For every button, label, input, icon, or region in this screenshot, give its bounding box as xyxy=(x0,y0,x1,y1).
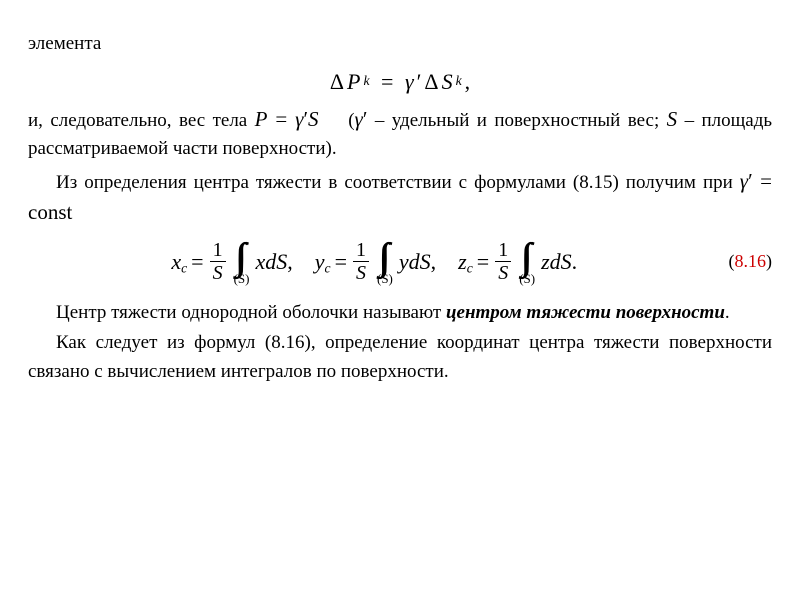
inline-math-S: S xyxy=(667,107,678,131)
equation-delta-p: ΔPk = γ′ΔSk, xyxy=(28,65,772,98)
dS: S xyxy=(276,249,287,274)
sub-c: c xyxy=(467,260,473,275)
period: . xyxy=(572,249,578,274)
integrand-x: x xyxy=(255,249,265,274)
fraction-1-over-S: 1 S xyxy=(495,240,511,283)
eq-zc: zc = 1 S ∫∫ (S) zdS. xyxy=(458,239,577,285)
var-gamma: γ xyxy=(405,65,414,98)
para-2: и, следовательно, вес тела P = γ′S (γ′ –… xyxy=(28,104,772,164)
text: – удельный и поверхностный вес; xyxy=(375,110,667,131)
var-gamma: γ xyxy=(355,107,363,131)
equation-number-8-16: (8.16) xyxy=(729,248,773,275)
prime: ′ xyxy=(417,65,422,98)
page: элемента ΔPk = γ′ΔSk, и, следовательно, … xyxy=(0,0,800,418)
equals: = xyxy=(267,107,295,131)
var-P: P xyxy=(255,107,268,131)
integral-domain: (S) xyxy=(377,273,393,285)
numerator: 1 xyxy=(211,240,225,261)
comma: , xyxy=(287,249,293,274)
sub-c: c xyxy=(181,260,187,275)
var-S: S xyxy=(308,107,319,131)
var-y: y xyxy=(315,249,325,274)
text: . xyxy=(725,302,730,323)
sub-k-2: k xyxy=(456,71,462,91)
dS: S xyxy=(561,249,572,274)
double-integral: ∫∫ (S) xyxy=(377,239,393,285)
equals: = xyxy=(753,169,772,193)
equals: = xyxy=(191,245,203,278)
d: d xyxy=(409,249,420,274)
equation-8-16: xc = 1 S ∫∫ (S) xdS, yc = xyxy=(28,239,772,285)
eq-xc: xc = 1 S ∫∫ (S) xdS, xyxy=(171,239,292,285)
para-5: Как следует из формул (8.16), определени… xyxy=(28,329,772,386)
inline-math-gamma-prime: γ′ xyxy=(355,107,368,131)
d: d xyxy=(550,249,561,274)
integrand-z: z xyxy=(541,249,550,274)
dS: S xyxy=(420,249,431,274)
integral-glyph: ∫∫ xyxy=(235,239,248,275)
sub-k: k xyxy=(363,71,369,91)
var-P: P xyxy=(347,65,360,98)
prime: ′ xyxy=(363,107,368,131)
d: d xyxy=(265,249,276,274)
para-3: Из определения центра тяжести в соответс… xyxy=(28,166,772,229)
double-integral: ∫∫ (S) xyxy=(519,239,535,285)
equals: = xyxy=(477,245,489,278)
integral-glyph: ∫∫ xyxy=(521,239,534,275)
const: const xyxy=(28,200,72,224)
denominator: S xyxy=(353,261,369,283)
equals: = xyxy=(335,245,347,278)
text: Центр тяжести однородной оболочки называ… xyxy=(56,302,446,323)
inline-math-P-eq-gammaS: P = γ′S xyxy=(255,107,319,131)
var-z: z xyxy=(458,249,467,274)
fraction-1-over-S: 1 S xyxy=(210,240,226,283)
delta-symbol: Δ xyxy=(330,65,344,98)
equation-number-red: 8.16 xyxy=(735,251,767,271)
var-x: x xyxy=(171,249,181,274)
denominator: S xyxy=(495,261,511,283)
delta-symbol-2: Δ xyxy=(424,65,438,98)
para-1: элемента xyxy=(28,30,772,59)
paren-close: ) xyxy=(766,251,772,271)
text: Из определения центра тяжести в соответс… xyxy=(56,172,740,193)
text: и, следовательно, вес тела xyxy=(28,110,255,131)
eq-yc: yc = 1 S ∫∫ (S) ydS, xyxy=(315,239,436,285)
numerator: 1 xyxy=(496,240,510,261)
integral-glyph: ∫∫ xyxy=(379,239,392,275)
para-4: Центр тяжести однородной оболочки называ… xyxy=(28,299,772,328)
numerator: 1 xyxy=(354,240,368,261)
comma: , xyxy=(465,65,471,98)
integrand-y: y xyxy=(399,249,409,274)
integral-domain: (S) xyxy=(234,273,250,285)
comma: , xyxy=(431,249,437,274)
denominator: S xyxy=(210,261,226,283)
var-gamma: γ xyxy=(740,169,748,193)
integral-domain: (S) xyxy=(519,273,535,285)
double-integral: ∫∫ (S) xyxy=(234,239,250,285)
term-definition: центром тяжести поверхности xyxy=(446,302,725,323)
var-S: S xyxy=(442,65,453,98)
equals: = xyxy=(381,65,393,98)
fraction-1-over-S: 1 S xyxy=(353,240,369,283)
sub-c: c xyxy=(325,260,331,275)
text: ( xyxy=(341,110,355,131)
